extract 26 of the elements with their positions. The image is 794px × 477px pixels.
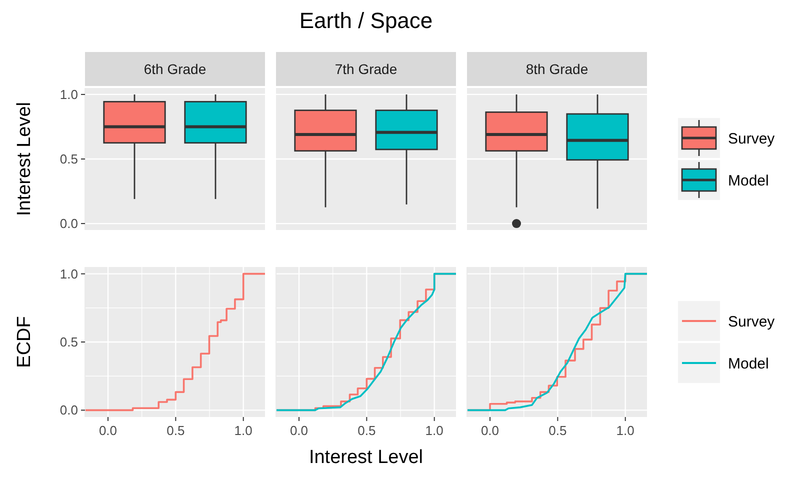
y-tick-label: 0.0: [60, 216, 78, 232]
y-tick-label: 1.0: [60, 87, 78, 102]
legend-label: Survey: [728, 130, 776, 148]
x-axis-title: Interest Level: [308, 447, 424, 468]
x-tick-label: 0.5: [548, 423, 567, 438]
x-tick-label: 1.0: [616, 423, 634, 438]
chart-title: Earth / Space: [299, 8, 433, 33]
y-axis-title: ECDF: [14, 316, 35, 368]
y-tick-label: 0.5: [60, 152, 78, 167]
x-tick-label: 0.5: [166, 423, 185, 438]
legend-label: Model: [728, 355, 769, 372]
x-tick-label: 1.0: [425, 423, 444, 438]
x-tick-label: 0.0: [98, 423, 118, 438]
x-tick-label: 6th Grade: [144, 60, 206, 77]
y-tick-label: 0.0: [60, 402, 78, 418]
x-tick-label: 7th Grade: [334, 60, 398, 77]
x-tick-label: 8th Grade: [526, 60, 588, 77]
y-tick-label: 1.0: [60, 266, 78, 282]
legend-label: Model: [728, 172, 769, 190]
x-tick-label: 0.0: [480, 423, 500, 438]
y-axis-title: Interest Level: [14, 102, 35, 216]
x-tick-label: 0.5: [358, 423, 376, 438]
legend-label: Survey: [728, 313, 776, 330]
y-tick-label: 0.5: [60, 334, 78, 350]
x-tick-label: 1.0: [234, 423, 252, 438]
x-tick-label: 0.0: [290, 423, 308, 438]
